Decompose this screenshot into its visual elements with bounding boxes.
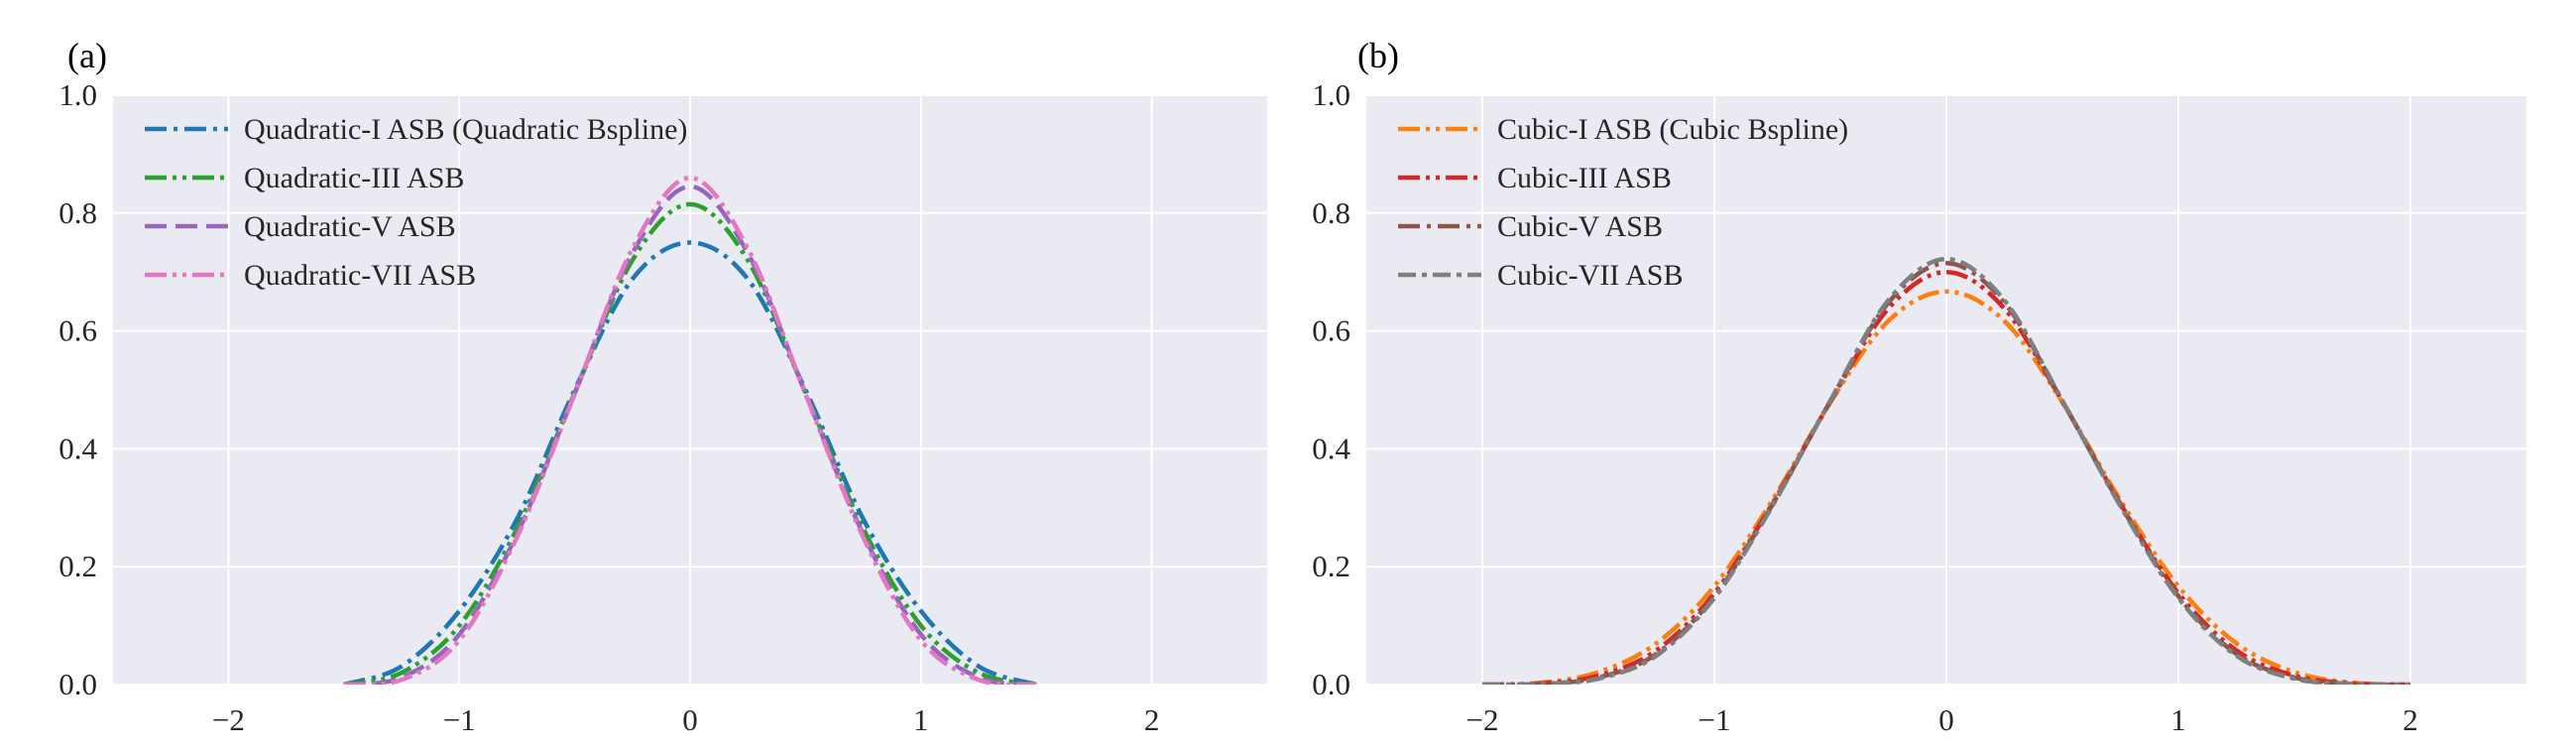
series-line bbox=[1481, 256, 2411, 685]
series-line bbox=[1481, 269, 2411, 685]
legend-label: Quadratic-VII ASB bbox=[244, 259, 476, 292]
legend-label: Quadratic-I ASB (Quadratic Bspline) bbox=[244, 113, 687, 146]
series-line bbox=[343, 240, 1037, 685]
x-tick-label: −1 bbox=[443, 702, 476, 737]
y-tick-label: 1.0 bbox=[59, 77, 97, 112]
y-tick-label: 0.2 bbox=[1312, 549, 1350, 583]
y-tick-label: 0.4 bbox=[1312, 431, 1350, 465]
legend-label: Quadratic-III ASB bbox=[244, 162, 464, 194]
x-tick-label: 1 bbox=[2170, 702, 2186, 737]
x-tick-label: −2 bbox=[212, 702, 245, 737]
legend-label: Cubic-III ASB bbox=[1497, 162, 1672, 194]
x-tick-label: −2 bbox=[1466, 702, 1499, 737]
x-tick-label: 2 bbox=[1144, 702, 1160, 737]
legend-label: Cubic-I ASB (Cubic Bspline) bbox=[1497, 113, 1848, 146]
x-tick-label: 2 bbox=[2402, 702, 2418, 737]
legend-label: Quadratic-V ASB bbox=[244, 210, 456, 243]
panel-label: (a) bbox=[67, 36, 107, 75]
panel-a: 0.0 0.2 0.4 0.6 0.8 1.0 −2 −1 0 1 2 (a) Quadratic-I … bbox=[59, 36, 1267, 737]
x-tick-label: −1 bbox=[1698, 702, 1731, 737]
y-tick-label: 0.8 bbox=[59, 195, 97, 230]
panel-b: 0.0 0.2 0.4 0.6 0.8 1.0 −2 −1 0 1 2 (b) Cubic-I ASB … bbox=[1312, 36, 2526, 737]
y-tick-label: 0.4 bbox=[59, 431, 97, 465]
x-tick-label: 1 bbox=[913, 702, 929, 737]
series-line bbox=[343, 201, 1037, 685]
y-tick-label: 1.0 bbox=[1312, 77, 1350, 112]
y-tick-label: 0.6 bbox=[59, 314, 97, 348]
y-tick-label: 0.2 bbox=[59, 549, 97, 583]
series-line bbox=[1481, 289, 2411, 685]
y-tick-label: 0.0 bbox=[59, 667, 97, 701]
series-line bbox=[343, 184, 1037, 685]
x-tick-label: 0 bbox=[1938, 702, 1954, 737]
y-tick-label: 0.8 bbox=[1312, 195, 1350, 230]
x-tick-label: 0 bbox=[682, 702, 698, 737]
series-line bbox=[343, 175, 1037, 685]
legend-label: Cubic-V ASB bbox=[1497, 210, 1663, 243]
y-tick-label: 0.0 bbox=[1312, 667, 1350, 701]
panel-label: (b) bbox=[1357, 36, 1399, 75]
y-tick-label: 0.6 bbox=[1312, 314, 1350, 348]
legend-label: Cubic-VII ASB bbox=[1497, 259, 1684, 292]
